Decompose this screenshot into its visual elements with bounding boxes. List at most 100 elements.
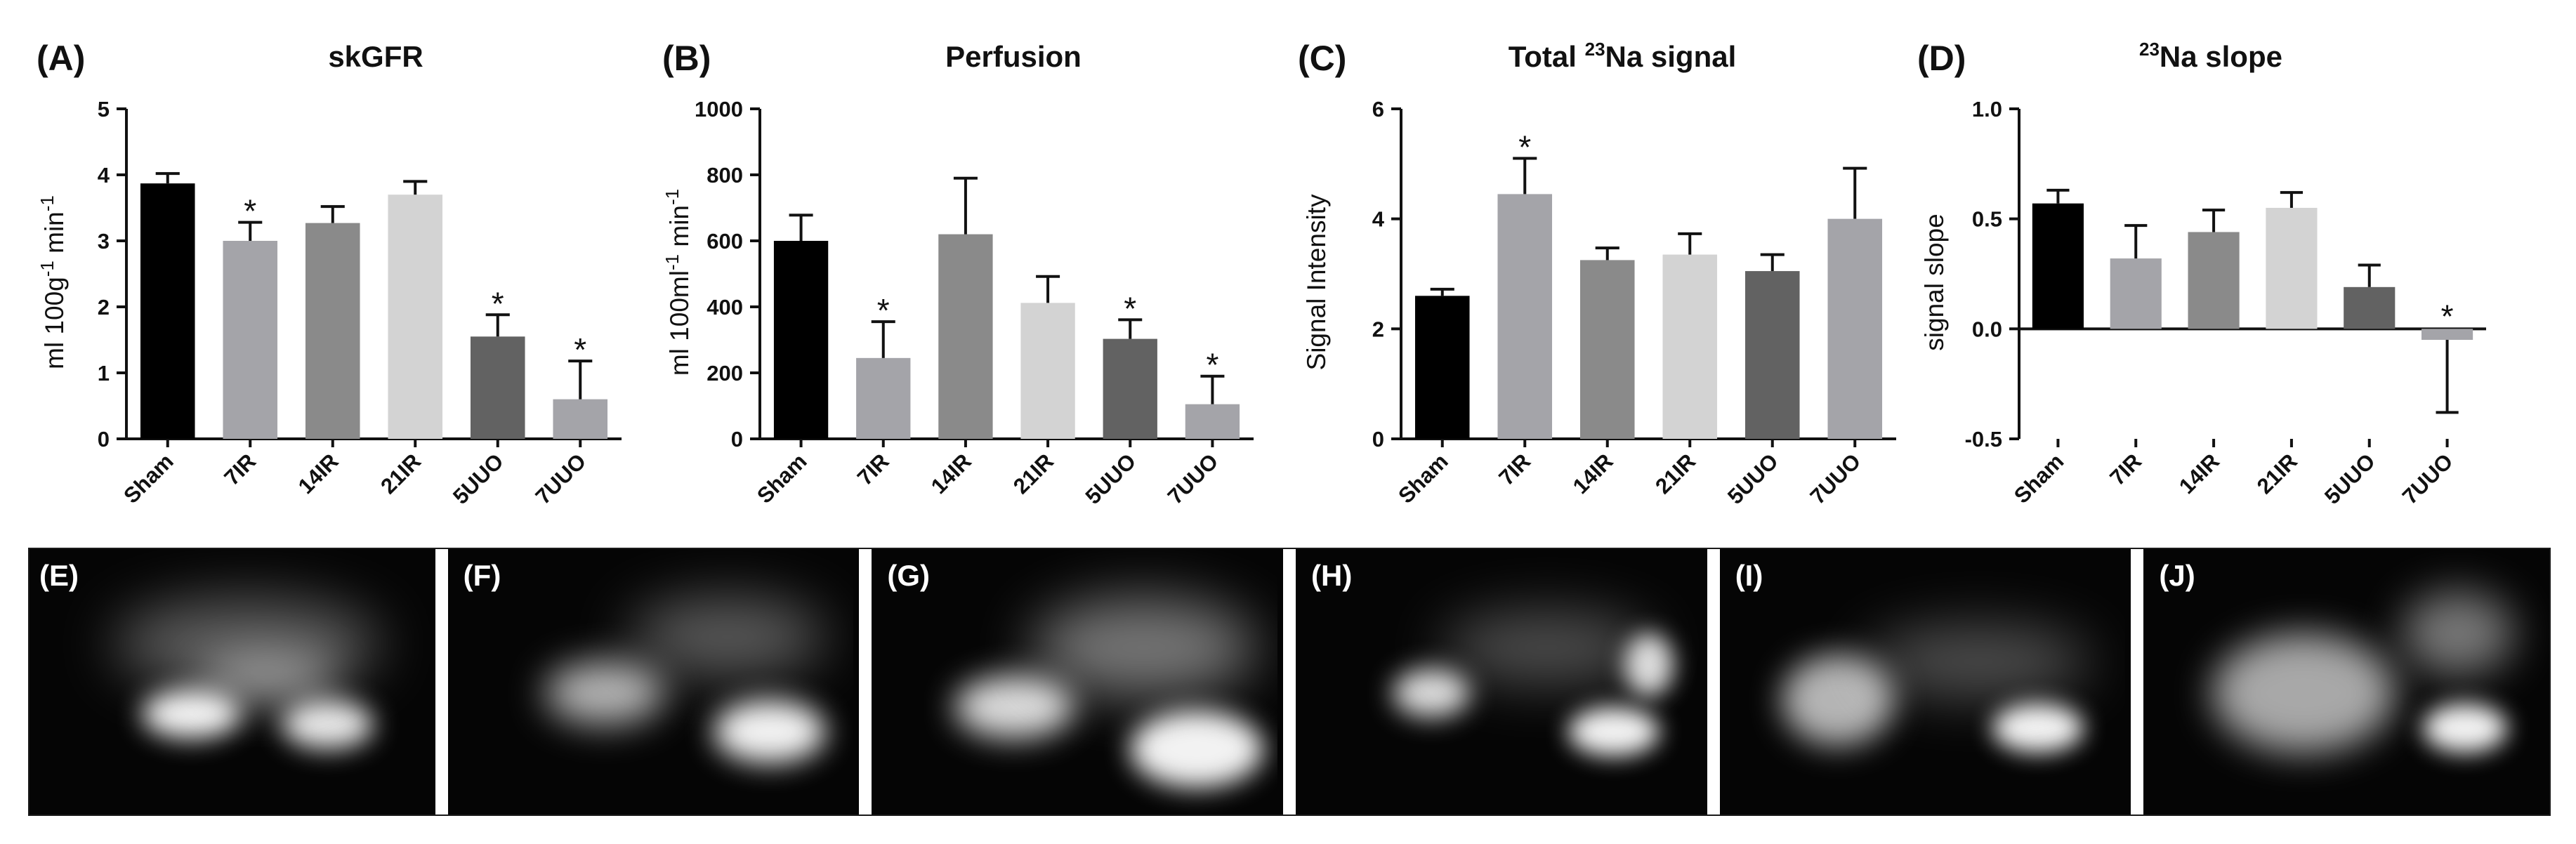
bar <box>553 399 608 439</box>
bar <box>1744 271 1800 439</box>
bar <box>1497 194 1553 439</box>
bar <box>388 194 443 439</box>
bar <box>1827 218 1883 439</box>
bar <box>2032 203 2084 329</box>
y-tick-label: -0.5 <box>1965 427 2002 451</box>
y-axis-label: ml 100ml-1 min-1 <box>662 189 694 376</box>
y-tick-label: 4 <box>1372 207 1385 232</box>
y-tick-label: 600 <box>707 229 743 253</box>
x-tick-label: 7IR <box>1494 449 1535 490</box>
x-tick-label: 7IR <box>853 449 894 490</box>
bar <box>1185 404 1240 439</box>
y-axis-label: signal slope <box>1920 213 1949 350</box>
x-tick-label: Sham <box>119 449 178 508</box>
y-tick-label: 4 <box>98 163 110 187</box>
image-label-i: (I) <box>1735 559 1763 592</box>
y-tick-label: 1.0 <box>1972 97 2002 121</box>
bar <box>2188 232 2240 329</box>
chart-title: 23Na slope <box>2139 39 2282 73</box>
panel-letter: (A) <box>37 39 85 78</box>
x-tick-label: 21IR <box>1008 449 1058 499</box>
bar <box>1020 303 1075 439</box>
significance-star: * <box>244 193 256 230</box>
bar <box>1414 296 1470 439</box>
image-separator <box>859 549 872 815</box>
mri-image-h: (H) <box>1301 549 1702 815</box>
x-tick-label: 5UUO <box>2320 449 2380 509</box>
bar <box>140 183 195 439</box>
mri-image-j: (J) <box>2149 549 2549 815</box>
image-label-e: (E) <box>39 559 79 592</box>
significance-star: * <box>877 292 890 329</box>
x-tick-label: 21IR <box>1650 449 1700 499</box>
x-tick-label: 14IR <box>2174 449 2224 499</box>
chart-panel-a: (A) skGFR ml 100g-1 min-1 0 1 2 3 4 5 Sham * 7IR 14I… <box>37 39 622 509</box>
y-axis-label: Signal Intensity <box>1302 194 1331 370</box>
x-tick-label: 7IR <box>2105 449 2146 490</box>
y-tick-label: 6 <box>1372 97 1384 121</box>
x-tick-label: 7UUO <box>531 449 591 509</box>
charts-canvas: (A) skGFR ml 100g-1 min-1 0 1 2 3 4 5 Sham * 7IR 14I… <box>37 39 2486 509</box>
y-tick-label: 0 <box>731 427 743 451</box>
y-tick-label: 1000 <box>695 97 743 121</box>
bar <box>938 234 993 439</box>
y-tick-label: 2 <box>98 295 110 319</box>
y-tick-label: 2 <box>1372 317 1384 341</box>
mri-image-strip: (E) (F) (G) (H) (I) (J) <box>28 548 2551 816</box>
chart-title: Total 23Na signal <box>1509 39 1737 73</box>
chart-title: skGFR <box>328 40 423 73</box>
chart-panel-c: (C) Total 23Na signal Signal Intensity 0 2 4 6… <box>1298 39 1896 509</box>
x-tick-label: 14IR <box>1568 449 1618 499</box>
panel-letter: (D) <box>1917 39 1966 78</box>
y-tick-label: 3 <box>98 229 110 253</box>
image-separator <box>1707 549 1720 815</box>
image-separator <box>1283 549 1296 815</box>
significance-star: * <box>1206 347 1218 383</box>
x-tick-label: 14IR <box>926 449 976 499</box>
bar <box>2266 208 2318 329</box>
image-label-g: (G) <box>887 559 930 592</box>
x-tick-label: 21IR <box>2252 449 2302 499</box>
x-tick-label: 5UUO <box>1081 449 1141 509</box>
x-tick-label: 7UUO <box>1163 449 1223 509</box>
mri-image-i: (I) <box>1726 549 2126 815</box>
significance-star: * <box>1518 129 1531 166</box>
x-tick-label: Sham <box>2009 449 2068 508</box>
y-axis-label: ml 100g-1 min-1 <box>37 195 69 369</box>
x-tick-label: 21IR <box>376 449 426 499</box>
bar <box>305 223 360 439</box>
x-tick-label: 7UUO <box>1806 449 1866 509</box>
significance-star: * <box>574 331 586 368</box>
panel-letter: (B) <box>662 39 711 78</box>
mri-image-e: (E) <box>29 549 430 815</box>
image-label-h: (H) <box>1311 559 1353 592</box>
image-separator <box>435 549 448 815</box>
bar <box>2344 286 2396 329</box>
bar <box>2110 258 2162 329</box>
x-tick-label: 5UUO <box>448 449 508 509</box>
bar <box>856 357 911 439</box>
bar <box>1103 338 1157 439</box>
x-tick-label: 5UUO <box>1723 449 1783 509</box>
y-tick-label: 0.5 <box>1972 207 2002 232</box>
image-label-j: (J) <box>2159 559 2195 592</box>
panel-letter: (C) <box>1298 39 1346 78</box>
y-tick-label: 1 <box>98 361 110 385</box>
image-separator <box>2131 549 2144 815</box>
bar <box>470 336 525 439</box>
bar <box>223 241 278 439</box>
x-tick-label: 7UUO <box>2398 449 2458 509</box>
chart-title: Perfusion <box>945 40 1082 73</box>
significance-star: * <box>2441 298 2454 334</box>
y-tick-label: 5 <box>98 97 110 121</box>
x-tick-label: Sham <box>1393 449 1452 508</box>
chart-panel-d: (D) 23Na slope signal slope -0.5 0.0 0.5 1.0 Sh… <box>1917 39 2486 509</box>
significance-star: * <box>1124 290 1136 327</box>
mri-image-f: (F) <box>454 549 854 815</box>
x-tick-label: 7IR <box>219 449 261 490</box>
y-tick-label: 0 <box>98 427 110 451</box>
x-tick-label: 14IR <box>294 449 343 499</box>
bar <box>1662 254 1718 439</box>
mri-image-g: (G) <box>877 549 1277 815</box>
bar <box>2421 329 2473 340</box>
